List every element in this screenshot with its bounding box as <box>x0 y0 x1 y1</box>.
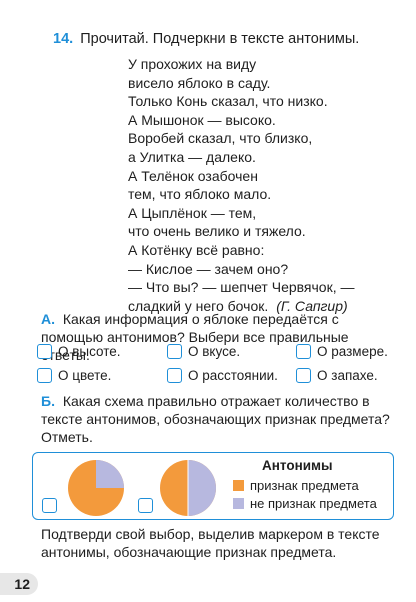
poem-line: сладкий у него бочок. <box>128 297 269 314</box>
question-a-options: О высоте. О вкусе. О размере. О цвете. О… <box>37 344 397 392</box>
scheme-1-pie <box>68 460 124 516</box>
question-a-text: Какая информация о яблоке передаётся с п… <box>41 311 349 363</box>
option-color[interactable]: О цвете. <box>37 368 111 383</box>
scheme-2-pie <box>160 460 216 516</box>
options-row: О высоте. О вкусе. О размере. <box>37 344 397 366</box>
option-label: О запахе. <box>317 368 378 383</box>
poem-line: А Цыплёнок — тем, <box>128 204 257 221</box>
scheme-1-checkbox[interactable] <box>42 498 57 513</box>
scheme-box: Антонимы признак предмета не признак пре… <box>32 452 394 520</box>
task-number: 14. <box>53 31 74 47</box>
poem-line: У прохожих на виду <box>128 56 257 72</box>
legend-item-feature: признак предмета <box>233 478 359 493</box>
legend-label: не признак предмета <box>250 496 377 511</box>
option-label: О высоте. <box>58 344 121 359</box>
poem: У прохожих на виду висело яблоко в саду.… <box>128 55 354 315</box>
poem-line: А Котёнку всё равно: <box>128 241 265 258</box>
page-number: 12 <box>0 573 38 595</box>
poem-line: тем, что яблоко мало. <box>128 186 272 203</box>
poem-line: — Что вы? — шепчет Червячок, — <box>128 279 355 296</box>
option-label: О расстоянии. <box>188 368 278 383</box>
option-smell[interactable]: О запахе. <box>296 368 378 383</box>
legend-label: признак предмета <box>250 478 359 493</box>
option-checkbox[interactable] <box>296 344 311 359</box>
poem-author: (Г. Сапгир) <box>276 297 348 314</box>
legend-title: Антонимы <box>262 458 333 473</box>
pie-not-feature-slice <box>96 460 124 488</box>
task-title: 14. Прочитай. Подчеркни в тексте антоним… <box>53 31 359 47</box>
question-b: Б. Какая схема правильно отражает количе… <box>41 392 391 446</box>
option-checkbox[interactable] <box>37 368 52 383</box>
option-checkbox[interactable] <box>296 368 311 383</box>
option-label: О цвете. <box>58 368 112 383</box>
confirm-instruction: Подтверди свой выбор, выделив маркером в… <box>41 526 380 560</box>
question-a-letter: А. <box>41 311 55 327</box>
option-checkbox[interactable] <box>167 368 182 383</box>
poem-line: А Мышонок — высоко. <box>128 111 276 128</box>
poem-last-line: сладкий у него бочок. (Г. Сапгир) <box>128 297 354 316</box>
option-checkbox[interactable] <box>37 344 52 359</box>
poem-line: Воробей сказал, что близко, <box>128 130 313 147</box>
option-label: О размере. <box>317 344 388 359</box>
poem-line: — Кислое — зачем оно? <box>128 260 289 277</box>
legend-item-not-feature: не признак предмета <box>233 496 377 511</box>
option-height[interactable]: О высоте. <box>37 344 121 359</box>
options-row: О цвете. О расстоянии. О запахе. <box>37 368 397 390</box>
scheme-2-checkbox[interactable] <box>138 498 153 513</box>
poem-line: Только Конь сказал, что низко. <box>128 93 328 110</box>
question-b-text: Какая схема правильно отражает количеств… <box>41 393 390 445</box>
task-instruction: Прочитай. Подчеркни в тексте антонимы. <box>80 31 360 47</box>
poem-line: что очень велико и тяжело. <box>128 223 306 240</box>
option-distance[interactable]: О расстоянии. <box>167 368 278 383</box>
legend-swatch-lavender <box>233 498 244 509</box>
option-checkbox[interactable] <box>167 344 182 359</box>
pie-not-feature-slice <box>188 460 216 516</box>
option-taste[interactable]: О вкусе. <box>167 344 240 359</box>
option-size[interactable]: О размере. <box>296 344 388 359</box>
poem-line: А Телёнок озабочен <box>128 167 258 184</box>
poem-line: а Улитка — далеко. <box>128 148 256 165</box>
option-label: О вкусе. <box>188 344 241 359</box>
question-b-letter: Б. <box>41 393 55 409</box>
poem-line: висело яблоко в саду. <box>128 74 271 91</box>
legend-swatch-orange <box>233 480 244 491</box>
question-a: А. Какая информация о яблоке передаётся … <box>41 310 391 364</box>
